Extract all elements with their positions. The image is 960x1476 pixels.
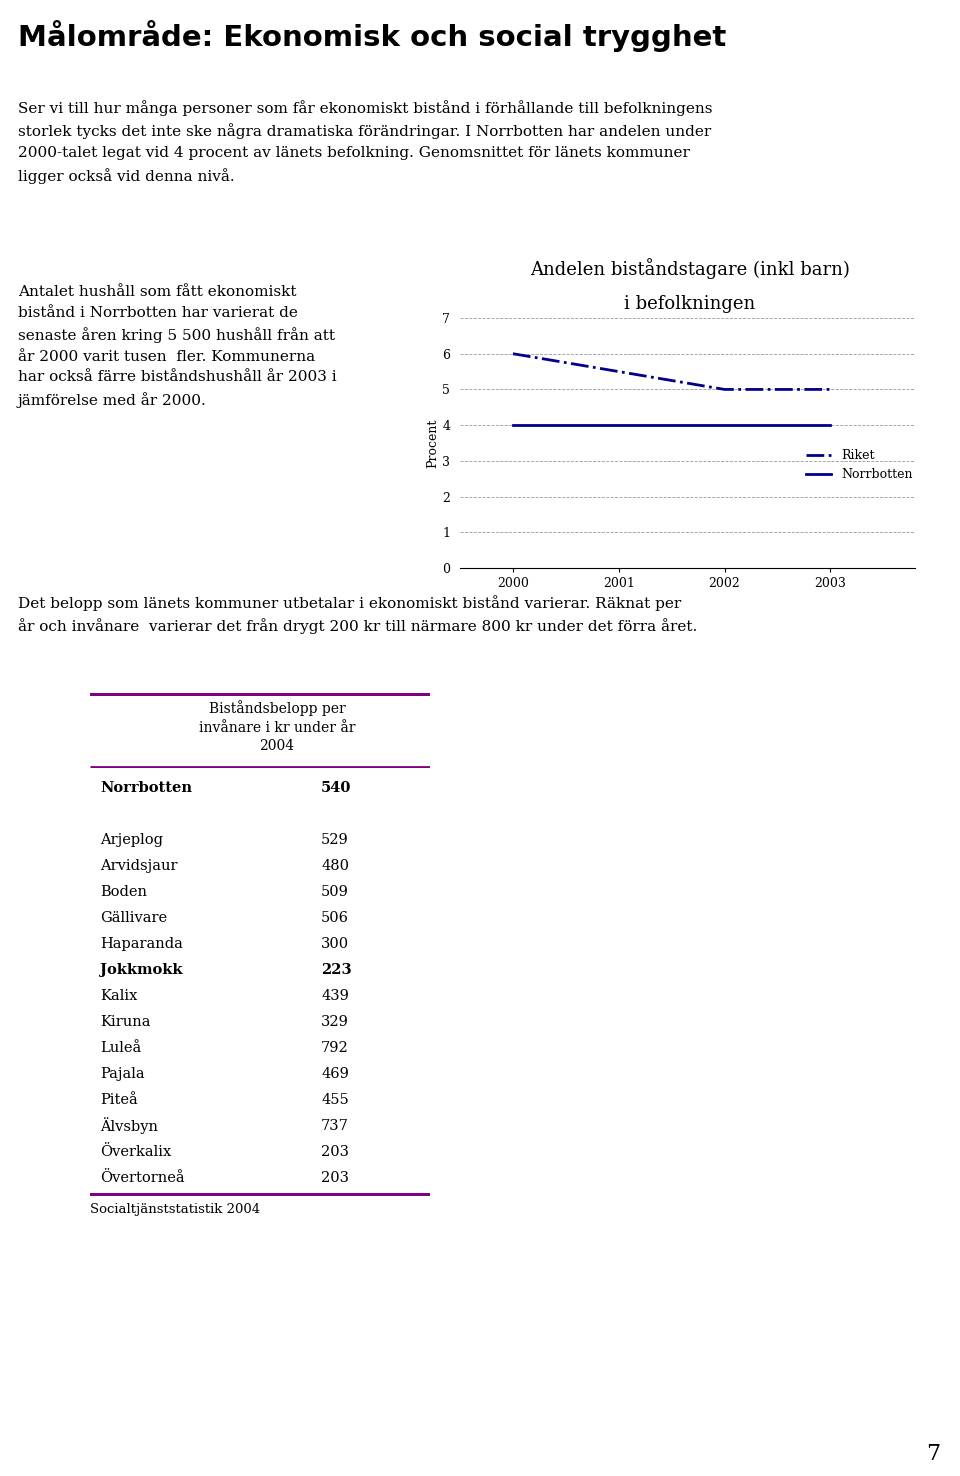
- Text: 455: 455: [322, 1094, 348, 1107]
- Text: Luleå: Luleå: [100, 1041, 141, 1055]
- Text: i befolkningen: i befolkningen: [624, 295, 756, 313]
- Text: Socialtjänststatistik 2004: Socialtjänststatistik 2004: [90, 1203, 260, 1216]
- Text: Biståndsbelopp per
invånare i kr under år
2004: Biståndsbelopp per invånare i kr under å…: [199, 701, 355, 753]
- Text: Antalet hushåll som fått ekonomiskt
bistånd i Norrbotten har varierat de
senaste: Antalet hushåll som fått ekonomiskt bist…: [18, 285, 337, 407]
- Text: Målområde: Ekonomisk och social trygghet: Målområde: Ekonomisk och social trygghet: [18, 19, 727, 52]
- Text: Älvsbyn: Älvsbyn: [100, 1117, 158, 1135]
- Text: 469: 469: [322, 1067, 349, 1080]
- Text: Piteå: Piteå: [100, 1094, 138, 1107]
- Text: 529: 529: [322, 832, 348, 847]
- Text: Boden: Boden: [100, 886, 147, 899]
- Text: 329: 329: [322, 1015, 349, 1029]
- Text: Pajala: Pajala: [100, 1067, 145, 1080]
- Text: Arvidsjaur: Arvidsjaur: [100, 859, 178, 872]
- Text: Gällivare: Gällivare: [100, 911, 167, 925]
- Legend: Riket, Norrbotten: Riket, Norrbotten: [802, 444, 918, 487]
- Text: 223: 223: [322, 962, 351, 977]
- Text: Andelen biståndstagare (inkl barn): Andelen biståndstagare (inkl barn): [530, 258, 850, 279]
- Text: Övertorneå: Övertorneå: [100, 1170, 185, 1185]
- Text: 509: 509: [322, 886, 349, 899]
- Text: Ser vi till hur många personer som får ekonomiskt bistånd i förhållande till bef: Ser vi till hur många personer som får e…: [18, 100, 712, 183]
- Text: 540: 540: [322, 781, 351, 796]
- Text: 203: 203: [322, 1145, 349, 1159]
- Text: 439: 439: [322, 989, 349, 1004]
- Text: 506: 506: [322, 911, 349, 925]
- Text: 737: 737: [322, 1119, 349, 1134]
- Text: 792: 792: [322, 1041, 348, 1055]
- Text: Överkalix: Överkalix: [100, 1145, 172, 1159]
- Text: 300: 300: [322, 937, 349, 951]
- Text: Jokkmokk: Jokkmokk: [100, 962, 182, 977]
- Y-axis label: Procent: Procent: [426, 418, 440, 468]
- Text: 203: 203: [322, 1170, 349, 1185]
- Text: Det belopp som länets kommuner utbetalar i ekonomiskt bistånd varierar. Räknat p: Det belopp som länets kommuner utbetalar…: [18, 595, 697, 635]
- Text: Kalix: Kalix: [100, 989, 137, 1004]
- Text: Norrbotten: Norrbotten: [100, 781, 192, 796]
- Text: 480: 480: [322, 859, 349, 872]
- Text: Kiruna: Kiruna: [100, 1015, 151, 1029]
- Text: 7: 7: [925, 1444, 940, 1466]
- Text: Haparanda: Haparanda: [100, 937, 183, 951]
- Text: Arjeplog: Arjeplog: [100, 832, 163, 847]
